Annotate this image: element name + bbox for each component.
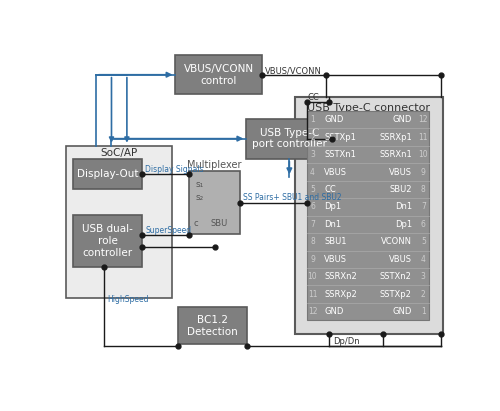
Text: Dp/Dn: Dp/Dn — [333, 337, 360, 346]
Text: USB Type-C connector: USB Type-C connector — [307, 103, 430, 113]
Text: Dp1: Dp1 — [324, 202, 341, 211]
Text: BC1.2
Detection: BC1.2 Detection — [187, 315, 238, 337]
Text: 6: 6 — [421, 220, 426, 229]
Text: 10: 10 — [418, 150, 428, 159]
Text: USB Type-C
port controller: USB Type-C port controller — [252, 128, 327, 150]
Text: SSRXp1: SSRXp1 — [379, 133, 412, 142]
Text: Display Signals: Display Signals — [146, 165, 204, 174]
Text: VCONN: VCONN — [381, 237, 412, 246]
Bar — [178, 307, 247, 344]
Text: 7: 7 — [310, 220, 315, 229]
Text: 10: 10 — [308, 272, 318, 281]
Text: CC: CC — [324, 185, 336, 194]
Text: VBUS: VBUS — [389, 168, 412, 176]
Bar — [295, 97, 442, 334]
Text: VBUS: VBUS — [324, 255, 347, 264]
Text: SSRXp2: SSRXp2 — [324, 290, 357, 299]
Text: Dn1: Dn1 — [324, 220, 341, 229]
Text: SBU2: SBU2 — [390, 185, 412, 194]
Text: GND: GND — [392, 307, 412, 316]
Text: 6: 6 — [310, 202, 315, 211]
Text: 11: 11 — [418, 133, 428, 142]
Text: VBUS: VBUS — [389, 255, 412, 264]
Text: SSRXn2: SSRXn2 — [324, 272, 357, 281]
Text: GND: GND — [324, 307, 344, 316]
Text: 2: 2 — [421, 290, 426, 299]
Text: SSTXp1: SSTXp1 — [324, 133, 356, 142]
Text: 8: 8 — [421, 185, 426, 194]
Text: 1: 1 — [421, 307, 426, 316]
Text: Display-Out: Display-Out — [77, 169, 138, 179]
Text: 3: 3 — [310, 150, 315, 159]
Bar — [190, 171, 240, 234]
Text: GND: GND — [392, 115, 412, 124]
Bar — [66, 145, 172, 298]
Text: VBUS/VCONN
control: VBUS/VCONN control — [184, 64, 254, 85]
Text: c: c — [194, 219, 198, 228]
Text: 12: 12 — [418, 115, 428, 124]
Text: 2: 2 — [310, 133, 315, 142]
Text: USB dual-
role
controller: USB dual- role controller — [82, 224, 133, 258]
Text: SBU1: SBU1 — [324, 237, 346, 246]
Text: SS Pairs+ SBU1 and SBU2: SS Pairs+ SBU1 and SBU2 — [243, 193, 342, 202]
Text: 5: 5 — [421, 237, 426, 246]
Text: VBUS: VBUS — [324, 168, 347, 176]
Text: Dp1: Dp1 — [394, 220, 412, 229]
Text: HighSpeed: HighSpeed — [107, 295, 148, 304]
Text: 8: 8 — [310, 237, 315, 246]
Text: 4: 4 — [310, 168, 315, 176]
Text: 4: 4 — [421, 255, 426, 264]
Text: 9: 9 — [310, 255, 315, 264]
Text: Multiplexer: Multiplexer — [188, 160, 242, 170]
Text: 1: 1 — [310, 115, 315, 124]
Text: VBUS/VCONN: VBUS/VCONN — [264, 67, 322, 75]
Text: 11: 11 — [308, 290, 317, 299]
Text: GND: GND — [324, 115, 344, 124]
Text: s₂: s₂ — [196, 194, 203, 203]
Text: 7: 7 — [421, 202, 426, 211]
Text: 3: 3 — [421, 272, 426, 281]
Text: CC: CC — [307, 93, 319, 102]
Text: Dn1: Dn1 — [394, 202, 412, 211]
Bar — [246, 119, 332, 159]
Text: SuperSpeed: SuperSpeed — [146, 226, 192, 235]
Bar — [73, 159, 142, 189]
Bar — [176, 55, 262, 94]
Text: SBU: SBU — [211, 219, 228, 228]
Text: 12: 12 — [308, 307, 317, 316]
Text: SSRXn1: SSRXn1 — [379, 150, 412, 159]
Text: SSTXp2: SSTXp2 — [380, 290, 412, 299]
Text: SSTXn1: SSTXn1 — [324, 150, 356, 159]
Text: 9: 9 — [421, 168, 426, 176]
Text: 5: 5 — [310, 185, 315, 194]
Text: SSTXn2: SSTXn2 — [380, 272, 412, 281]
Text: s₁: s₁ — [196, 180, 203, 189]
Bar — [73, 215, 142, 267]
Text: SoC/AP: SoC/AP — [100, 148, 138, 158]
Bar — [307, 111, 428, 320]
